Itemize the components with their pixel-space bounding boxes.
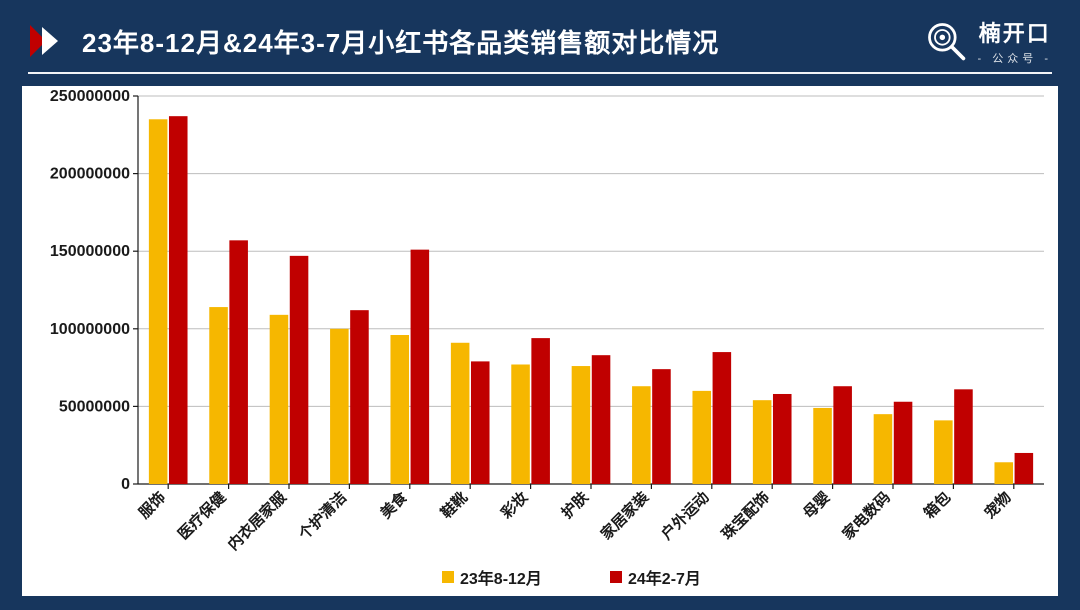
bar	[874, 414, 893, 484]
x-category-label: 彩妆	[497, 488, 532, 523]
x-category-label: 护肤	[558, 487, 593, 522]
y-tick-label: 250000000	[50, 88, 130, 105]
x-category-label: 鞋靴	[437, 488, 471, 522]
bar	[652, 369, 671, 484]
bar	[1015, 453, 1034, 484]
x-category-label: 家电数码	[839, 488, 894, 543]
x-category-label: 家居家装	[597, 487, 653, 543]
bar	[954, 389, 973, 484]
bar	[511, 364, 530, 484]
bar	[692, 391, 711, 484]
bar	[290, 256, 309, 484]
bar	[934, 420, 953, 484]
magnifier-icon	[924, 19, 968, 63]
bar	[773, 394, 792, 484]
y-tick-label: 0	[121, 476, 130, 493]
header: 23年8-12月&24年3-7月小红书各品类销售额对比情况 楠开口 - 公众号 …	[28, 14, 1052, 68]
bar	[592, 355, 611, 484]
bar	[229, 240, 248, 484]
bar	[753, 400, 772, 484]
bar	[531, 338, 550, 484]
bar	[632, 386, 651, 484]
bar	[572, 366, 591, 484]
y-tick-label: 100000000	[50, 321, 130, 338]
bar	[713, 352, 732, 484]
legend-label: 23年8-12月	[460, 569, 542, 588]
slide-frame: 23年8-12月&24年3-7月小红书各品类销售额对比情况 楠开口 - 公众号 …	[0, 0, 1080, 610]
x-category-label: 箱包	[920, 488, 954, 522]
bar	[330, 329, 349, 484]
bar-chart: 0 50000000 100000000 150000000 200000000 2500…	[22, 86, 1058, 596]
bar	[833, 386, 852, 484]
brand-subtitle: - 公众号 -	[978, 50, 1052, 66]
x-category-label: 户外运动	[657, 488, 712, 543]
x-category-label: 宠物	[981, 488, 1015, 522]
bar	[813, 408, 832, 484]
header-divider	[28, 72, 1052, 74]
y-tick-label: 50000000	[59, 398, 130, 415]
bar	[894, 402, 913, 484]
bar	[451, 343, 470, 484]
y-tick-label: 150000000	[50, 243, 130, 260]
x-category-label: 医疗保健	[174, 488, 229, 543]
bar	[350, 310, 369, 484]
x-category-label: 个护清洁	[294, 488, 350, 544]
brand-block: 楠开口 - 公众号 -	[924, 16, 1052, 66]
legend-swatch	[610, 571, 622, 583]
bar	[411, 250, 430, 484]
chart-panel: 0 50000000 100000000 150000000 200000000 2500…	[22, 86, 1058, 596]
bar	[270, 315, 289, 484]
legend-label: 24年2-7月	[628, 569, 701, 588]
slide-title: 23年8-12月&24年3-7月小红书各品类销售额对比情况	[82, 23, 719, 60]
bar	[390, 335, 409, 484]
y-tick-label: 200000000	[50, 166, 130, 183]
bar	[471, 361, 490, 484]
x-category-label: 服饰	[135, 488, 169, 522]
x-category-label: 母婴	[800, 489, 833, 522]
bar	[149, 119, 168, 484]
bar	[209, 307, 228, 484]
legend-swatch	[442, 571, 454, 583]
bar	[169, 116, 188, 484]
title-marker-icon	[28, 21, 68, 61]
bar	[994, 462, 1013, 484]
x-category-label: 内衣居家服	[224, 487, 290, 553]
x-category-label: 珠宝配饰	[718, 488, 773, 543]
x-category-label: 美食	[377, 487, 412, 522]
brand-name: 楠开口	[979, 16, 1051, 48]
